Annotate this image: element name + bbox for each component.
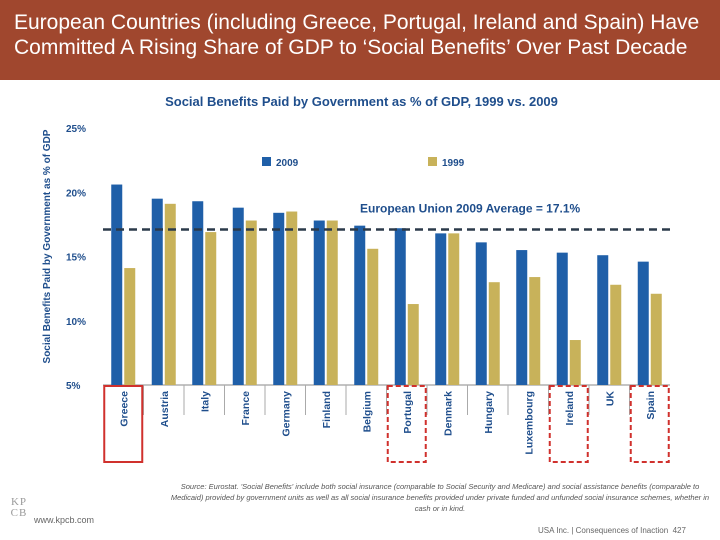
legend-swatch-2009 [262, 157, 271, 166]
x-tick-label-ireland: Ireland [564, 391, 576, 425]
bar-2009-greece [111, 184, 123, 385]
bar-1999-finland [326, 220, 338, 385]
bar-2009-france [232, 207, 244, 385]
x-tick-label-uk: UK [604, 391, 616, 407]
x-tick-label-portugal: Portugal [402, 391, 414, 434]
logo-text-top: KP [10, 496, 28, 508]
highlight-box-greece [103, 385, 144, 463]
legend-label-2009: 2009 [276, 158, 299, 169]
bar-1999-france [245, 220, 257, 385]
bar-1999-uk [610, 284, 622, 385]
bar-1999-ireland [569, 340, 581, 385]
title-banner: European Countries (including Greece, Po… [0, 0, 720, 80]
y-tick-label: 25% [66, 124, 86, 135]
bar-2009-finland [313, 220, 325, 385]
bar-2009-germany [273, 212, 285, 385]
x-tick-label-france: France [240, 391, 252, 426]
bar-1999-belgium [367, 248, 379, 385]
bar-2009-spain [637, 261, 649, 385]
y-axis-label: Social Benefits Paid by Government as % … [42, 129, 53, 363]
legend-swatch-1999 [428, 157, 437, 166]
chart-title: Social Benefits Paid by Government as % … [165, 94, 558, 109]
source-note: Source: Eurostat. 'Social Benefits' incl… [170, 482, 710, 513]
bar-1999-spain [650, 293, 662, 385]
bar-1999-greece [124, 268, 136, 385]
kpcb-logo: KP CB [8, 497, 30, 519]
bar-2009-ireland [556, 252, 568, 385]
logo-text-bottom: CB [10, 507, 28, 519]
x-tick-label-belgium: Belgium [361, 391, 373, 432]
x-tick-label-spain: Spain [645, 391, 657, 420]
bar-1999-luxembourg [529, 277, 541, 385]
highlight-box-spain [629, 385, 670, 463]
x-tick-label-finland: Finland [321, 391, 333, 428]
bar-2009-austria [151, 198, 163, 385]
bar-2009-luxembourg [516, 250, 528, 385]
page-number: 427 [672, 526, 686, 535]
highlight-box-portugal [386, 385, 427, 463]
website-link[interactable]: www.kpcb.com [34, 515, 95, 525]
bar-1999-italy [205, 232, 217, 385]
x-tick-label-germany: Germany [280, 391, 292, 437]
footer-report-title: USA Inc. | Consequences of Inaction [538, 526, 669, 535]
bar-2009-denmark [435, 233, 447, 385]
bar-chart: Social Benefits Paid by Government as % … [42, 94, 670, 463]
x-tick-label-austria: Austria [159, 391, 171, 427]
bar-1999-portugal [407, 304, 419, 385]
bar-1999-hungary [488, 282, 500, 385]
y-tick-label: 20% [66, 188, 86, 199]
x-tick-label-luxembourg: Luxembourg [523, 391, 535, 455]
bar-2009-belgium [354, 225, 366, 385]
highlight-box-ireland [548, 385, 589, 463]
bar-2009-hungary [475, 242, 487, 385]
y-tick-label: 10% [66, 317, 86, 328]
bar-1999-denmark [448, 233, 460, 385]
y-tick-label: 15% [66, 253, 86, 264]
bar-2009-italy [192, 201, 204, 385]
x-tick-label-hungary: Hungary [483, 391, 495, 434]
x-tick-label-italy: Italy [199, 391, 211, 412]
bar-1999-germany [286, 211, 298, 385]
x-tick-label-denmark: Denmark [442, 391, 454, 436]
page-title: European Countries (including Greece, Po… [14, 11, 700, 59]
y-tick-label: 5% [66, 381, 81, 392]
legend-label-1999: 1999 [442, 158, 465, 169]
footer-citation: USA Inc. | Consequences of Inaction 427 [538, 526, 686, 535]
x-tick-label-greece: Greece [118, 391, 130, 427]
bar-2009-portugal [394, 228, 406, 385]
eu-average-label: European Union 2009 Average = 17.1% [360, 202, 581, 216]
bar-1999-austria [164, 203, 176, 385]
bar-2009-uk [597, 255, 609, 385]
